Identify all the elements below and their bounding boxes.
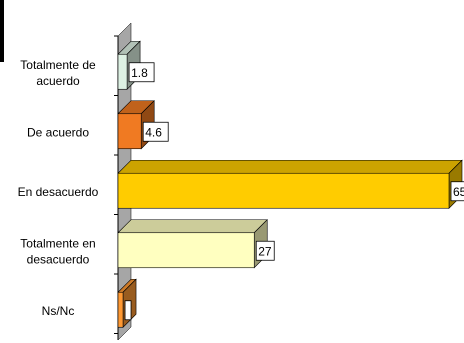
data-label: 1.8 bbox=[131, 66, 148, 80]
bar-series bbox=[117, 40, 463, 328]
bar-3 bbox=[117, 159, 463, 209]
category-label: En desacuerdo bbox=[18, 185, 99, 199]
data-label: 27 bbox=[258, 244, 272, 258]
data-label: 4.6 bbox=[145, 125, 162, 139]
bar-front-face bbox=[117, 172, 450, 209]
category-labels: Totalmente de acuerdo De acuerdo En desacue… bbox=[18, 58, 99, 318]
bar-front-face bbox=[117, 113, 142, 150]
bar-front-face bbox=[117, 232, 255, 269]
data-label-box bbox=[128, 62, 155, 83]
data-label-box bbox=[124, 300, 132, 321]
category-label: Ns/Nc bbox=[42, 304, 75, 318]
bar-top-face bbox=[117, 159, 463, 174]
category-label: De acuerdo bbox=[27, 125, 89, 139]
data-label: 65.6 bbox=[453, 185, 464, 199]
category-label: Totalmente de acuerdo bbox=[20, 58, 96, 88]
bar-front-face bbox=[117, 53, 128, 90]
category-axis bbox=[114, 35, 119, 340]
category-label: Totalmente en desacuerdo bbox=[20, 236, 95, 266]
bar-front-face bbox=[117, 291, 124, 328]
bar-4 bbox=[117, 219, 268, 269]
data-label-box bbox=[142, 121, 169, 142]
page-corner-mark bbox=[0, 0, 4, 62]
data-label-box bbox=[450, 181, 464, 202]
bar-top-face bbox=[117, 219, 268, 234]
data-label-box bbox=[255, 240, 275, 261]
data-labels: 1.8 4.6 65.6 27 bbox=[124, 62, 464, 321]
